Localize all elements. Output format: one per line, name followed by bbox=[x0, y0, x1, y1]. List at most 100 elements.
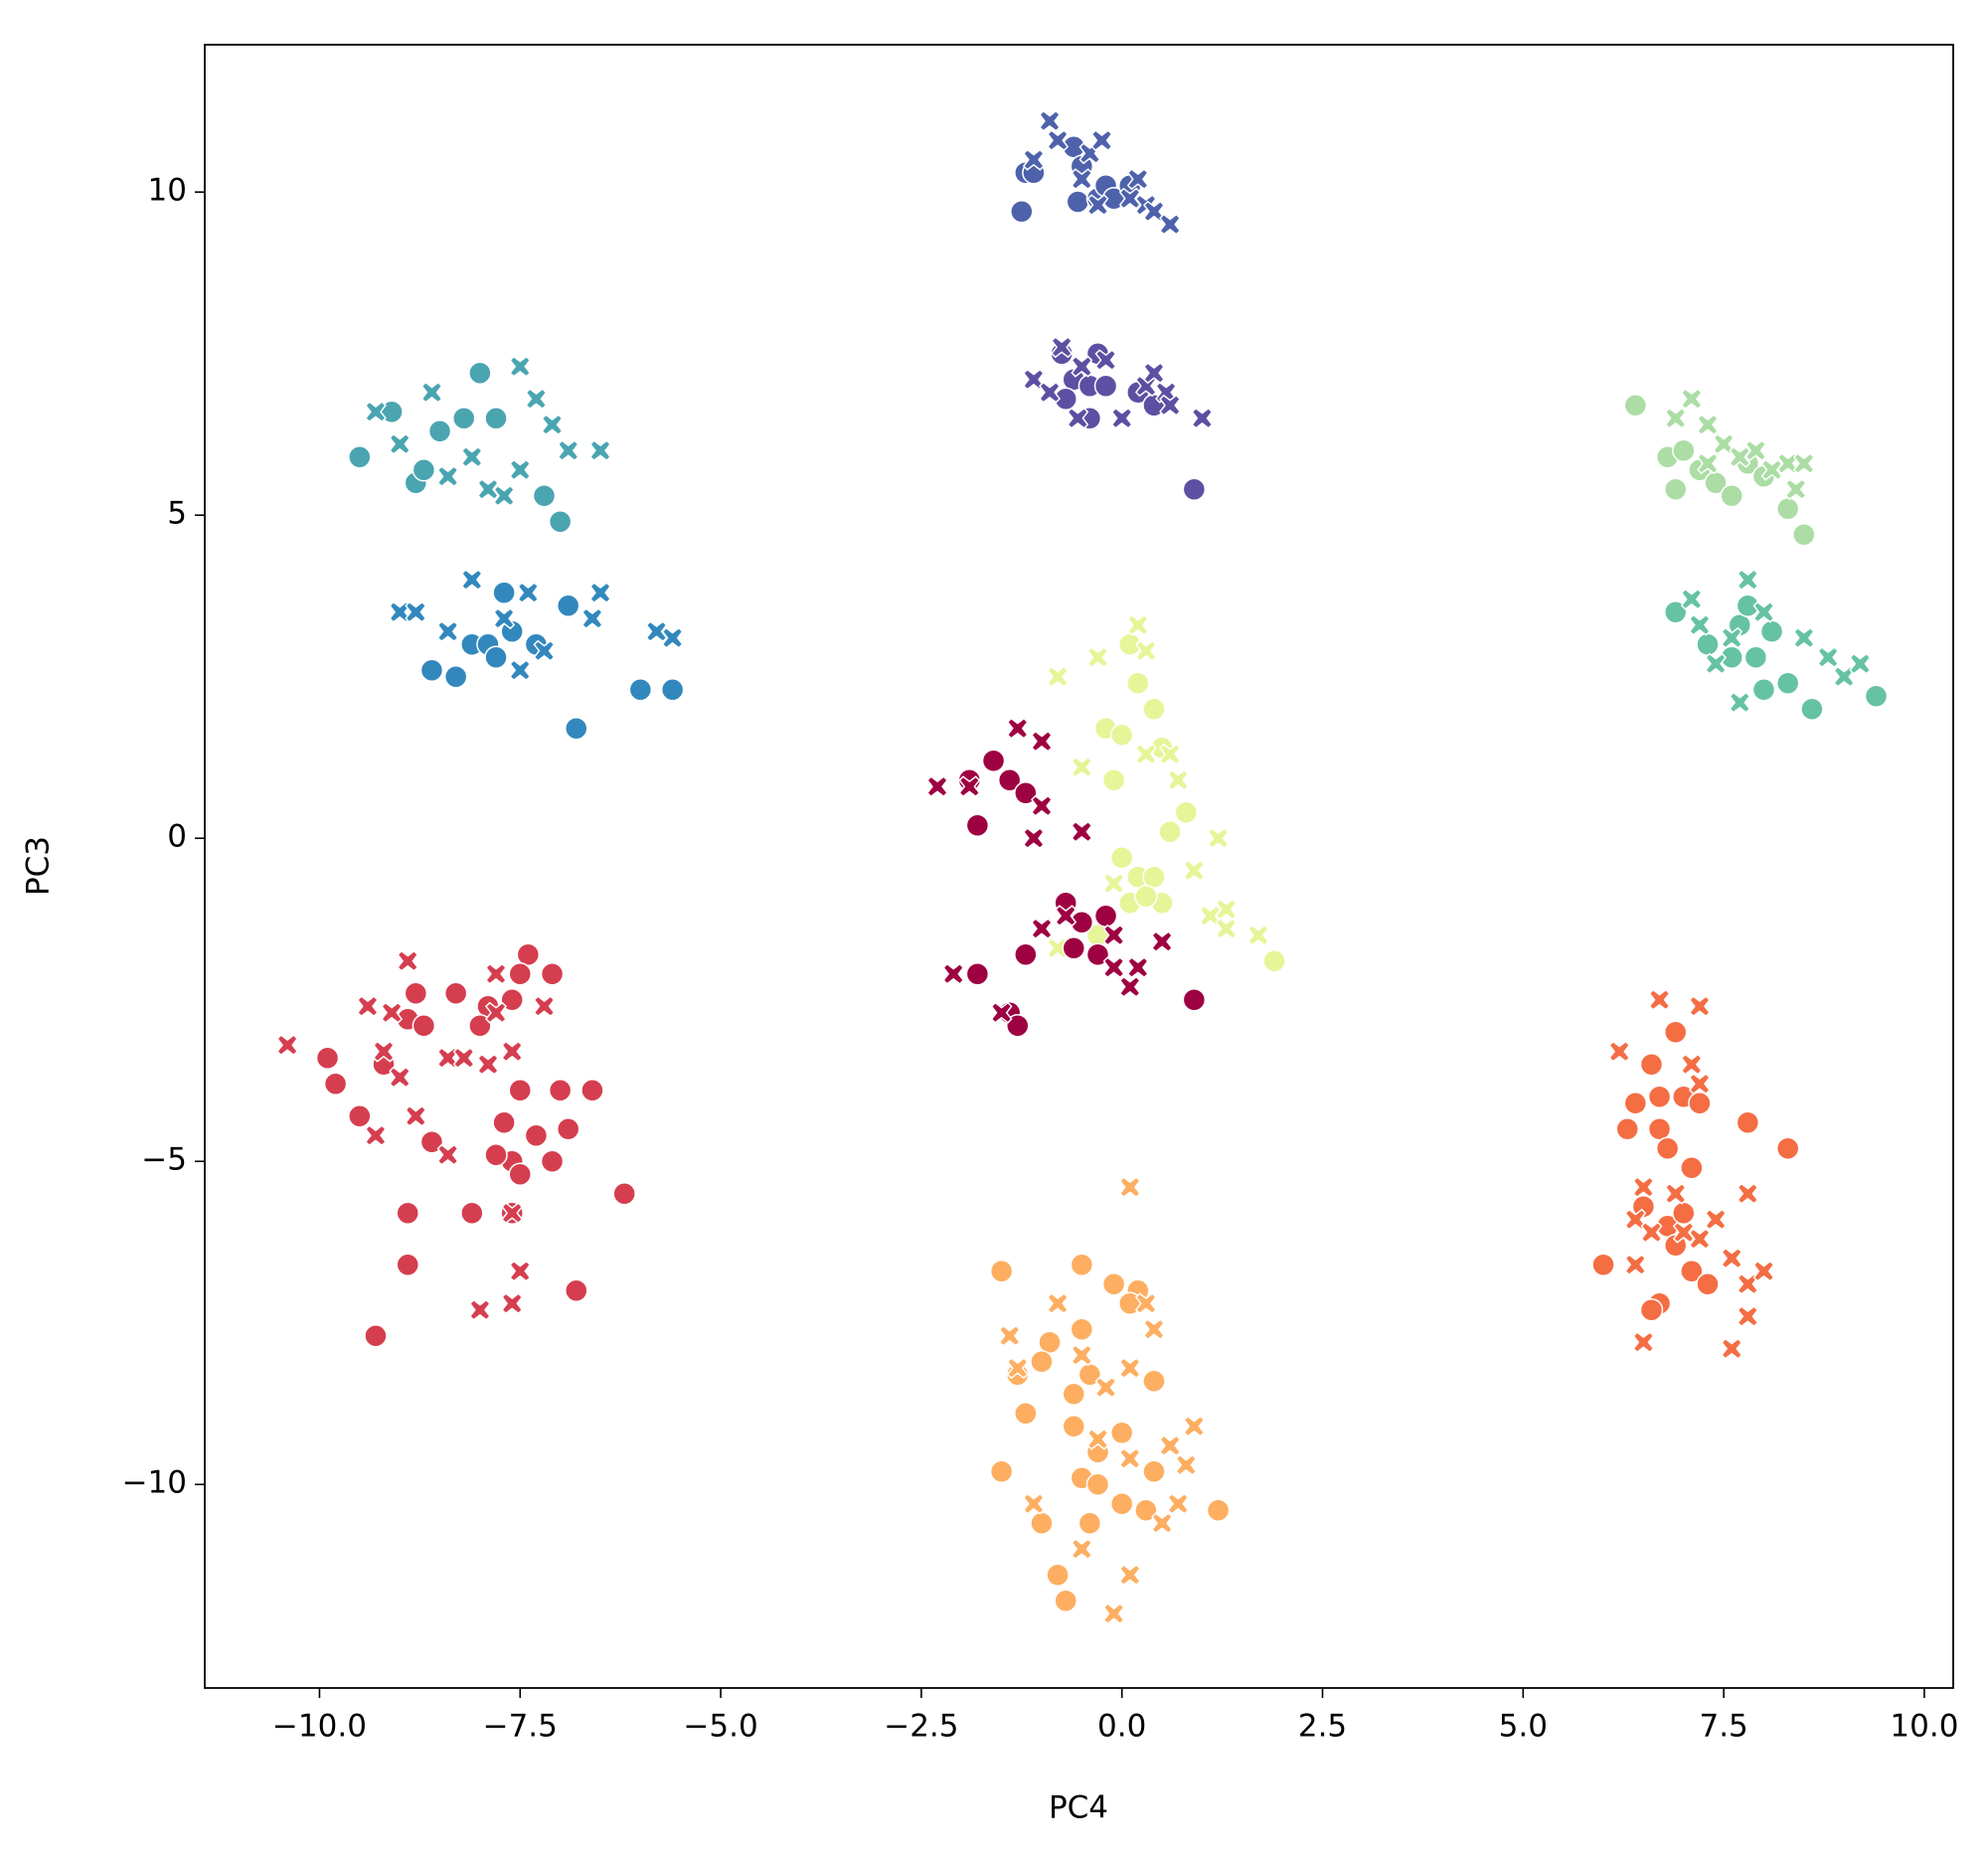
x-marker bbox=[1143, 362, 1165, 385]
x-marker bbox=[1680, 588, 1703, 610]
x-marker bbox=[1784, 478, 1807, 501]
x-marker bbox=[557, 439, 580, 462]
point bbox=[628, 677, 653, 702]
point bbox=[660, 677, 685, 702]
y-tick-label: 0 bbox=[167, 819, 187, 855]
x-marker bbox=[276, 1034, 299, 1057]
x-marker bbox=[1031, 918, 1053, 940]
x-marker bbox=[1126, 168, 1149, 191]
x-marker bbox=[1624, 1254, 1647, 1276]
point bbox=[1663, 599, 1688, 624]
point bbox=[1142, 1369, 1166, 1393]
x-marker bbox=[645, 620, 668, 643]
y-tick-label: 5 bbox=[167, 496, 187, 532]
point bbox=[492, 1110, 516, 1134]
point bbox=[540, 1149, 565, 1173]
point bbox=[1736, 1110, 1760, 1134]
x-marker bbox=[1215, 918, 1238, 940]
x-marker bbox=[1031, 794, 1053, 817]
x-marker bbox=[1159, 1434, 1182, 1457]
point bbox=[1615, 1116, 1640, 1141]
x-marker bbox=[1118, 1357, 1141, 1380]
point bbox=[468, 361, 492, 385]
point bbox=[1639, 1297, 1664, 1322]
y-tick-label: −10 bbox=[122, 1465, 187, 1501]
y-tick-label: 10 bbox=[148, 173, 187, 209]
point bbox=[1800, 697, 1824, 721]
x-marker bbox=[1134, 639, 1157, 662]
x-marker bbox=[509, 355, 532, 378]
x-marker bbox=[1055, 905, 1077, 928]
x-marker bbox=[1688, 1073, 1711, 1096]
point bbox=[1623, 1091, 1648, 1115]
x-marker bbox=[501, 1040, 524, 1063]
x-marker bbox=[541, 414, 564, 436]
x-marker bbox=[1071, 1538, 1093, 1561]
x-marker bbox=[1632, 1176, 1655, 1199]
x-marker bbox=[1006, 717, 1029, 740]
x-marker bbox=[533, 995, 556, 1018]
point bbox=[1109, 845, 1134, 870]
x-marker bbox=[1022, 368, 1045, 391]
point bbox=[1134, 1498, 1158, 1522]
axes-frame bbox=[204, 44, 1954, 1689]
point bbox=[1085, 942, 1110, 966]
point bbox=[1655, 1136, 1680, 1160]
point bbox=[419, 1129, 444, 1154]
x-marker bbox=[468, 1298, 491, 1321]
x-marker bbox=[1688, 1228, 1711, 1251]
x-marker bbox=[1752, 600, 1775, 623]
x-marker bbox=[1752, 1260, 1775, 1282]
x-marker bbox=[1067, 407, 1089, 429]
x-tick-label: −2.5 bbox=[884, 1709, 958, 1745]
x-marker bbox=[460, 445, 483, 468]
x-marker bbox=[485, 962, 507, 985]
x-marker bbox=[1215, 898, 1238, 921]
point bbox=[348, 1103, 372, 1128]
point bbox=[1206, 1498, 1231, 1522]
point bbox=[396, 1253, 419, 1276]
point bbox=[315, 1046, 340, 1070]
x-marker bbox=[1167, 768, 1190, 791]
x-marker bbox=[1648, 988, 1671, 1011]
point bbox=[443, 664, 468, 689]
point bbox=[565, 716, 588, 741]
point bbox=[1158, 819, 1182, 844]
x-marker bbox=[1022, 1492, 1045, 1515]
x-marker bbox=[1721, 1337, 1743, 1360]
x-marker bbox=[509, 1260, 532, 1282]
point bbox=[1663, 477, 1688, 501]
point bbox=[540, 961, 565, 986]
x-marker bbox=[1737, 569, 1759, 591]
x-marker bbox=[589, 582, 611, 604]
x-marker bbox=[1849, 652, 1872, 675]
point bbox=[1070, 1317, 1094, 1341]
x-marker bbox=[525, 388, 548, 411]
x-marker bbox=[1159, 213, 1182, 236]
x-marker bbox=[1183, 859, 1206, 882]
x-marker bbox=[405, 600, 427, 623]
x-marker bbox=[1118, 975, 1141, 998]
point bbox=[1639, 1052, 1664, 1077]
point bbox=[1647, 1116, 1672, 1141]
point bbox=[981, 749, 1006, 772]
point bbox=[404, 981, 428, 1005]
point bbox=[1134, 884, 1158, 909]
x-marker bbox=[1071, 756, 1093, 778]
x-marker bbox=[580, 607, 603, 630]
x-tick-label: −10.0 bbox=[272, 1709, 367, 1745]
point bbox=[1062, 935, 1086, 960]
point bbox=[1672, 1201, 1696, 1225]
x-tick-label: 2.5 bbox=[1298, 1709, 1347, 1745]
x-marker bbox=[501, 1292, 524, 1315]
x-marker bbox=[998, 1324, 1021, 1347]
point bbox=[460, 1201, 484, 1225]
x-marker bbox=[1207, 827, 1230, 850]
x-marker bbox=[1047, 129, 1070, 152]
x-marker bbox=[1006, 1357, 1029, 1380]
point bbox=[524, 1123, 549, 1147]
x-marker bbox=[364, 401, 387, 423]
x-marker bbox=[926, 775, 948, 798]
point bbox=[1109, 1421, 1134, 1444]
point bbox=[1101, 1271, 1126, 1296]
